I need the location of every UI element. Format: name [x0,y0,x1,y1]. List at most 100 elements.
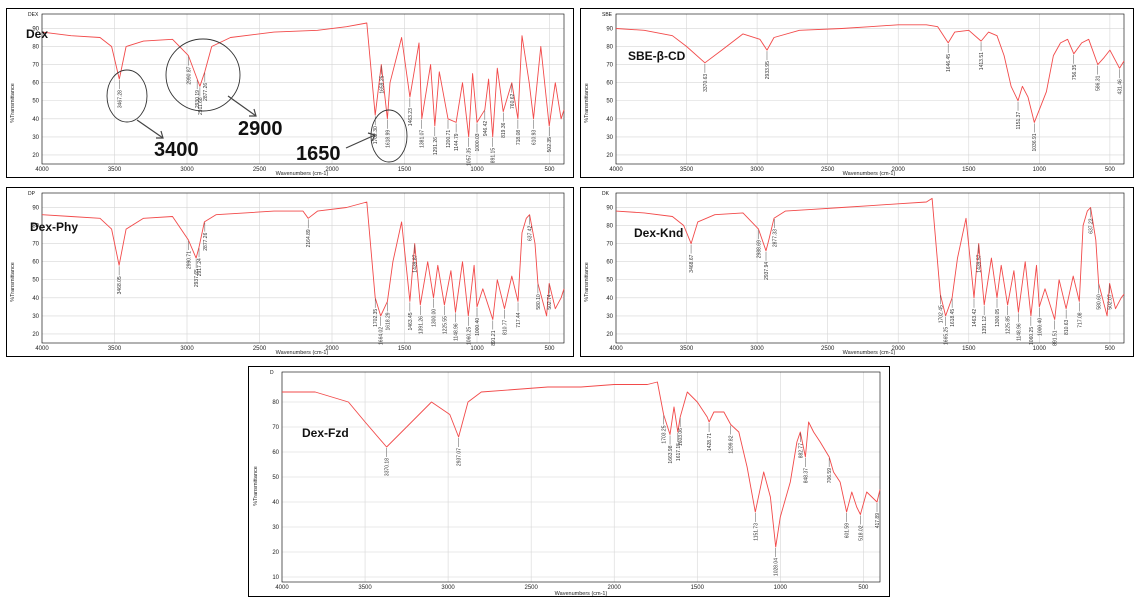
annotation-arrowhead [367,132,376,142]
peak-label: 3370.18 [385,458,391,476]
x-tick-label: 3000 [750,167,764,173]
x-tick-label: 3500 [680,346,694,352]
y-ticks: 80 70 60 50 40 30 20 10 [272,400,279,581]
peak-label: 891.15 [491,148,497,164]
x-tick-label: 3500 [108,346,122,352]
corner-label: DK [602,191,610,197]
spectrum-line [615,24,1125,123]
x-tick-label: 2500 [253,167,267,173]
y-tick-label: 60 [606,260,613,266]
peak-label: 1659.25 [379,75,385,93]
chart-frame [580,8,1134,178]
x-tick-label: 3000 [441,585,455,591]
x-tick-label: 3500 [108,167,122,173]
x-tick-label: 4000 [35,346,49,352]
x-tick-label: 500 [858,585,869,591]
x-ticks: 4000 3500 3000 2500 2000 1500 1000 500 [609,346,1115,352]
y-tick-label: 60 [32,260,39,266]
x-ticks: 4000 3500 3000 2500 2000 1500 1000 500 [609,167,1115,173]
peak-label: 580.60 [1097,294,1103,310]
panel-dex-fzd: D %Transmittance Wavenumbers (cm-1) 80 70… [248,366,890,597]
y-tick-label: 30 [272,525,279,531]
y-tick-label: 30 [32,135,39,141]
x-tick-label: 3000 [180,167,194,173]
peak-label: 2877.26 [203,232,209,250]
peak-label: 431.46 [1117,79,1123,95]
x-tick-label: 4000 [35,167,49,173]
y-tick-label: 80 [32,45,39,51]
x-tick-label: 500 [544,167,555,173]
annotation-label: 3400 [154,139,199,161]
peak-label: 717.08 [1077,312,1083,328]
chart-frame [6,8,574,178]
panel-sbe-b-cd: SBE %Transmittance Wavenumbers (cm-1) 90… [580,8,1134,178]
peak-label: 417.89 [875,513,881,529]
peak-label: 2930.19 [195,90,201,108]
y-tick-label: 90 [32,26,39,32]
peak-label: 1617.15 [676,443,682,461]
y-tick-label: 70 [606,63,613,69]
x-tick-label: 2500 [253,346,267,352]
x-tick-label: 3500 [358,585,372,591]
peak-label: 1200.71 [446,130,452,148]
plot-area-border [615,13,1125,165]
peak-label: 1036.91 [1032,133,1038,151]
y-axis-label: %Transmittance [253,466,259,506]
peak-label: 1646.45 [946,54,952,72]
corner-label: DEX [28,12,39,18]
peak-label: 2937.94 [764,262,770,280]
peak-label: 1381.07 [420,130,426,148]
x-tick-label: 3000 [180,346,194,352]
x-tick-label: 1000 [470,167,484,173]
panel-dex-knd: DK %Transmittance Wavenumbers (cm-1) 90 8… [580,187,1134,357]
y-tick-label: 10 [272,575,279,581]
peak-label: 2917.24 [197,258,203,276]
spectrum-line [41,22,565,138]
peak-label: 502.74 [547,294,553,310]
peak-label: 2990.71 [186,251,192,269]
peak-label: 891.21 [491,330,497,346]
y-tick-label: 70 [272,425,279,431]
peak-label: 810.63 [1064,319,1070,335]
annotation-arrow [227,95,257,117]
peak-label: 1144.79 [454,133,460,151]
x-tick-label: 1000 [1033,167,1047,173]
peak-label: 1428.71 [707,433,713,451]
peak-label: 3468.05 [117,276,123,294]
y-tick-label: 70 [606,242,613,248]
x-tick-label: 2000 [325,167,339,173]
y-tick-label: 40 [32,296,39,302]
annotation-circle [370,109,408,163]
y-ticks: 90 80 70 60 50 40 30 20 [32,26,39,159]
y-tick-label: 40 [272,500,279,506]
y-tick-label: 40 [606,117,613,123]
y-tick-label: 90 [32,205,39,211]
y-tick-label: 30 [32,314,39,320]
x-tick-label: 4000 [609,167,623,173]
panel-dex-phy: DP %Transmittance Wavenumbers (cm-1) 90 8… [6,187,574,357]
y-tick-label: 20 [32,332,39,338]
x-ticks: 4000 3500 3000 2500 2000 1500 1000 500 [35,346,555,352]
y-tick-label: 30 [606,314,613,320]
sample-name: SBE-β-CD [628,49,686,63]
peak-label: 718.08 [516,130,522,146]
peak-label: 1702.35 [373,309,379,327]
x-axis-label: Wavenumbers (cm-1) [555,591,608,597]
peak-label: 3468.67 [689,254,695,272]
peak-label: 518.02 [858,525,864,541]
peak-label: 756.35 [1072,65,1078,81]
y-tick-label: 80 [272,400,279,406]
peak-label: 1057.35 [467,148,473,166]
y-tick-label: 60 [32,81,39,87]
x-axis-label: Wavenumbers (cm-1) [843,171,896,177]
peak-label: 1225.55 [442,316,448,334]
peak-label: 1439.57 [977,254,983,272]
x-tick-label: 1000 [1033,346,1047,352]
peak-label: 3370.63 [703,74,709,92]
peak-label: 717.44 [516,312,522,328]
peak-label: 1060.25 [1029,327,1035,345]
y-tick-label: 20 [606,332,613,338]
